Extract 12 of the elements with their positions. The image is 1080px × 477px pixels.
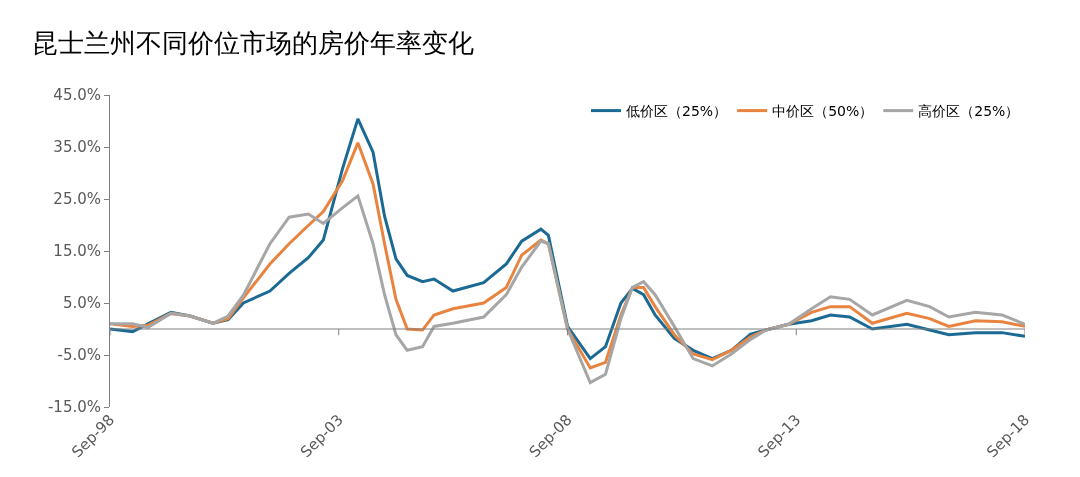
legend-label: 低价区（25%） xyxy=(626,103,728,120)
chart-title: 昆士兰州不同价位市场的房价年率变化 xyxy=(32,27,475,58)
line-series xyxy=(110,194,1025,385)
y-tick-label: 25.0% xyxy=(53,190,101,209)
y-tick-label: 5.0% xyxy=(62,294,101,313)
legend-label: 高价区（25%） xyxy=(918,103,1020,120)
legend-label: 中价区（50%） xyxy=(772,103,874,120)
y-tick-label: -15.0% xyxy=(47,398,101,417)
y-tick-label: 45.0% xyxy=(53,86,101,105)
y-tick-label: -5.0% xyxy=(57,346,101,365)
y-tick-label: 35.0% xyxy=(53,138,101,157)
y-tick-label: 15.0% xyxy=(53,242,101,261)
